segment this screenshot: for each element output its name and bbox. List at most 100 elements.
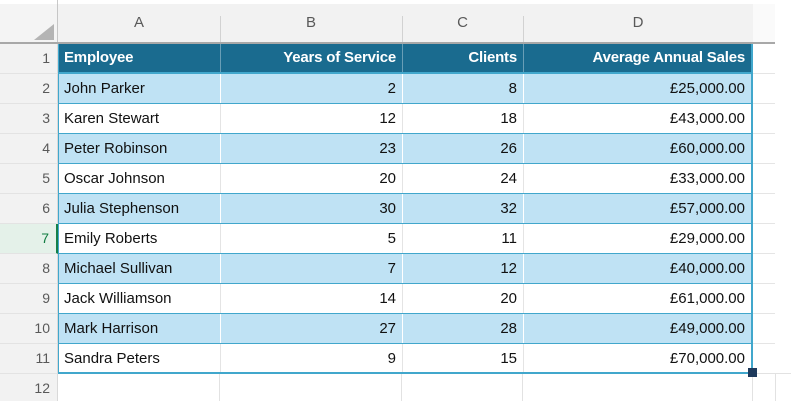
cell-clients[interactable]: 32 (403, 194, 524, 223)
cell-employee[interactable]: Mark Harrison (59, 314, 221, 343)
cell-column-e[interactable] (753, 134, 775, 164)
cell-column-e[interactable] (753, 74, 775, 104)
row-header-12[interactable]: 12 (0, 374, 58, 401)
column-header-band: A B C D (0, 4, 775, 44)
cell-clients[interactable]: 24 (403, 164, 524, 193)
cell-average-annual-sales[interactable]: £29,000.00 (669, 230, 745, 247)
top-gutter (0, 0, 791, 4)
cell-column-e[interactable] (753, 224, 775, 254)
cell-average-annual-sales[interactable]: £57,000.00 (669, 200, 745, 217)
cell-a12[interactable] (58, 374, 220, 401)
select-all-button[interactable] (0, 4, 58, 42)
table-row: Jack Williamson 14 20 £61,000.00 (59, 284, 751, 314)
cell-average-annual-sales[interactable]: £43,000.00 (669, 110, 745, 127)
cell-employee[interactable]: Emily Roberts (59, 224, 221, 253)
cell-average-annual-sales[interactable]: £33,000.00 (669, 170, 745, 187)
cell-years-of-service[interactable]: 30 (221, 194, 403, 223)
cell-c12[interactable] (402, 374, 523, 401)
row-header-2[interactable]: 2 (0, 74, 58, 104)
column-header-b[interactable]: B (305, 14, 316, 31)
header-cell-years-of-service[interactable]: Years of Service (221, 44, 403, 72)
table-row: John Parker 2 8 £25,000.00 (59, 74, 751, 104)
header-cell-average-annual-sales[interactable]: Average Annual Sales (592, 49, 746, 66)
column-divider (523, 16, 524, 42)
cell-employee[interactable]: Michael Sullivan (59, 254, 221, 283)
table-row: Sandra Peters 9 15 £70,000.00 (59, 344, 751, 374)
cell-average-annual-sales[interactable]: £61,000.00 (669, 290, 745, 307)
cell-clients[interactable]: 12 (403, 254, 524, 283)
table-row: Karen Stewart 12 18 £43,000.00 (59, 104, 751, 134)
table-resize-handle[interactable] (748, 368, 757, 377)
table-row: Michael Sullivan 7 12 £40,000.00 (59, 254, 751, 284)
column-header-c[interactable]: C (457, 14, 468, 31)
table-header-row: Employee Years of Service Clients Averag… (59, 44, 751, 74)
cell-average-annual-sales[interactable]: £70,000.00 (669, 350, 745, 367)
cell-years-of-service[interactable]: 20 (221, 164, 403, 193)
row-header-7[interactable]: 7 (0, 224, 58, 254)
table-row: Emily Roberts 5 11 £29,000.00 (59, 224, 751, 254)
row-header-4[interactable]: 4 (0, 134, 58, 164)
cell-average-annual-sales[interactable]: £60,000.00 (669, 140, 745, 157)
cell-years-of-service[interactable]: 7 (221, 254, 403, 283)
table-row: Oscar Johnson 20 24 £33,000.00 (59, 164, 751, 194)
cell-column-e[interactable] (753, 164, 775, 194)
row-header-6[interactable]: 6 (0, 194, 58, 224)
row-header-10[interactable]: 10 (0, 314, 58, 344)
table-row: Peter Robinson 23 26 £60,000.00 (59, 134, 751, 164)
cell-clients[interactable]: 15 (403, 344, 524, 372)
column-header-e[interactable] (753, 4, 775, 42)
cell-years-of-service[interactable]: 14 (221, 284, 403, 313)
cell-years-of-service[interactable]: 27 (221, 314, 403, 343)
cell-clients[interactable]: 20 (403, 284, 524, 313)
column-e-cells (753, 44, 775, 374)
row-header-column: 1 2 3 4 5 6 7 8 9 10 11 12 (0, 44, 58, 401)
column-divider (220, 16, 221, 42)
cell-years-of-service[interactable]: 2 (221, 74, 403, 103)
cell-clients[interactable]: 8 (403, 74, 524, 103)
cell-column-e[interactable] (753, 104, 775, 134)
cell-column-e[interactable] (753, 284, 775, 314)
cell-clients[interactable]: 28 (403, 314, 524, 343)
row-header-5[interactable]: 5 (0, 164, 58, 194)
cell-employee[interactable]: Jack Williamson (59, 284, 221, 313)
row-header-9[interactable]: 9 (0, 284, 58, 314)
empty-row-12 (58, 374, 753, 401)
cell-average-annual-sales[interactable]: £40,000.00 (669, 260, 745, 277)
cell-average-annual-sales[interactable]: £49,000.00 (669, 320, 745, 337)
column-divider (402, 16, 403, 42)
row-header-3[interactable]: 3 (0, 104, 58, 134)
cell-column-e[interactable] (753, 194, 775, 224)
cell-employee[interactable]: John Parker (59, 74, 221, 103)
select-all-icon (34, 24, 54, 40)
row-header-1[interactable]: 1 (0, 44, 58, 74)
cell-years-of-service[interactable]: 9 (221, 344, 403, 372)
column-header-a[interactable]: A (133, 14, 144, 31)
cell-employee[interactable]: Oscar Johnson (59, 164, 221, 193)
cell-column-e[interactable] (753, 254, 775, 284)
cell-employee[interactable]: Sandra Peters (59, 344, 221, 372)
cell-column-e[interactable] (753, 44, 775, 74)
cell-clients[interactable]: 26 (403, 134, 524, 163)
cell-average-annual-sales[interactable]: £25,000.00 (669, 80, 745, 97)
cell-d12[interactable] (523, 374, 753, 401)
cell-b12[interactable] (220, 374, 402, 401)
cell-employee[interactable]: Julia Stephenson (59, 194, 221, 223)
cell-column-e[interactable] (753, 314, 775, 344)
header-cell-employee[interactable]: Employee (59, 44, 221, 72)
cell-clients[interactable]: 11 (403, 224, 524, 253)
cell-years-of-service[interactable]: 5 (221, 224, 403, 253)
row-header-11[interactable]: 11 (0, 344, 58, 374)
cell-clients[interactable]: 18 (403, 104, 524, 133)
gridline (775, 374, 776, 401)
row-header-8[interactable]: 8 (0, 254, 58, 284)
column-header-d[interactable]: D (632, 14, 644, 31)
header-cell-clients[interactable]: Clients (403, 44, 524, 72)
cell-employee[interactable]: Peter Robinson (59, 134, 221, 163)
cell-years-of-service[interactable]: 23 (221, 134, 403, 163)
cell-years-of-service[interactable]: 12 (221, 104, 403, 133)
table-row: Julia Stephenson 30 32 £57,000.00 (59, 194, 751, 224)
table-body: John Parker 2 8 £25,000.00 Karen Stewart 12 18… (59, 74, 751, 374)
cell-employee[interactable]: Karen Stewart (59, 104, 221, 133)
employee-table: Employee Years of Service Clients Averag… (58, 44, 753, 374)
